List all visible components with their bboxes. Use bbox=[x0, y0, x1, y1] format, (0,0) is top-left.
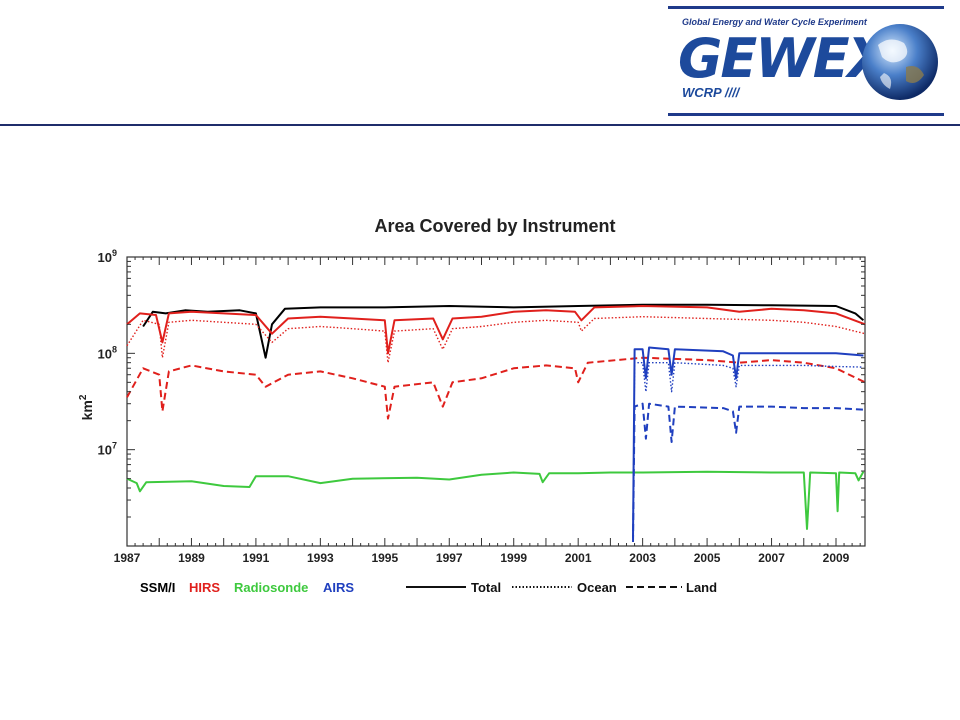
x-tick-label: 1999 bbox=[500, 551, 527, 565]
series-line-hirs-solid bbox=[126, 305, 866, 355]
chart-title: Area Covered by Instrument bbox=[374, 216, 616, 236]
x-tick-label: 2003 bbox=[629, 551, 656, 565]
x-tick-label: 1993 bbox=[307, 551, 334, 565]
legend-instrument: SSM/I bbox=[140, 580, 175, 595]
x-tick-label: 2005 bbox=[694, 551, 721, 565]
logo-sub: WCRP //// bbox=[682, 85, 740, 100]
legend-instrument: Radiosonde bbox=[234, 580, 308, 595]
header-divider bbox=[0, 124, 960, 126]
gewex-logo: Global Energy and Water Cycle Experiment… bbox=[668, 6, 944, 116]
x-tick-label: 2007 bbox=[758, 551, 785, 565]
legend-instrument: AIRS bbox=[323, 580, 354, 595]
x-tick-label: 1997 bbox=[436, 551, 463, 565]
plot-area bbox=[126, 256, 866, 547]
legend-style-label: Total bbox=[471, 580, 501, 595]
series-line-ssmi-solid bbox=[142, 303, 865, 359]
y-tick-label: 109 bbox=[98, 248, 117, 265]
legend-style-label: Land bbox=[686, 580, 717, 595]
x-tick-label: 1991 bbox=[243, 551, 270, 565]
globe-icon bbox=[862, 24, 938, 100]
legend-style-label: Ocean bbox=[577, 580, 617, 595]
x-tick-label: 1989 bbox=[178, 551, 205, 565]
y-axis-label: km2 bbox=[78, 394, 95, 420]
x-tick-label: 1995 bbox=[371, 551, 398, 565]
x-tick-label: 1987 bbox=[114, 551, 141, 565]
x-tick-label: 2009 bbox=[823, 551, 850, 565]
y-tick-label: 108 bbox=[98, 344, 117, 361]
x-tick-label: 2001 bbox=[565, 551, 592, 565]
legend-instrument: HIRS bbox=[189, 580, 220, 595]
logo-tagline: Global Energy and Water Cycle Experiment bbox=[682, 17, 867, 27]
series-line-airs-dotted bbox=[632, 362, 864, 539]
y-tick-label: 107 bbox=[98, 441, 117, 458]
logo-wordmark: GEWEX bbox=[678, 27, 889, 90]
series-line-airs-solid bbox=[632, 346, 864, 539]
series-line-radiosonde-solid bbox=[126, 470, 865, 530]
